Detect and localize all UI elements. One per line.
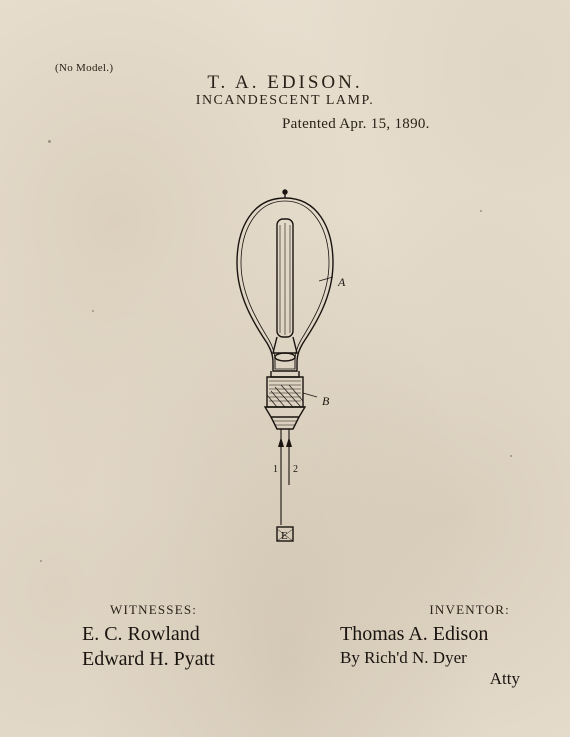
inventor-heading: INVENTOR:	[330, 602, 550, 618]
witnesses-heading: WITNESSES:	[82, 602, 282, 618]
inventor-signature: Thomas A. Edison	[330, 622, 550, 647]
attorney-label: Atty	[330, 668, 550, 689]
ref-label-e: E	[281, 530, 288, 542]
lamp-drawing	[185, 185, 385, 565]
witness-signature-2: Edward H. Pyatt	[82, 647, 282, 672]
ref-label-1: 1	[273, 464, 278, 475]
ref-label-2: 2	[293, 464, 298, 475]
attorney-by-line: By Rich'd N. Dyer	[330, 647, 550, 668]
ref-label-b: B	[322, 394, 329, 409]
patent-date: Patented Apr. 15, 1890.	[282, 116, 430, 133]
witness-signature-1: E. C. Rowland	[82, 622, 282, 647]
inventor-block: INVENTOR: Thomas A. Edison By Rich'd N. …	[330, 602, 550, 690]
device-title: INCANDESCENT LAMP.	[0, 93, 570, 109]
ref-label-a: A	[338, 275, 345, 290]
witnesses-block: WITNESSES: E. C. Rowland Edward H. Pyatt	[82, 602, 282, 672]
inventor-name-heading: T. A. EDISON.	[0, 72, 570, 94]
patent-figure	[0, 185, 570, 565]
